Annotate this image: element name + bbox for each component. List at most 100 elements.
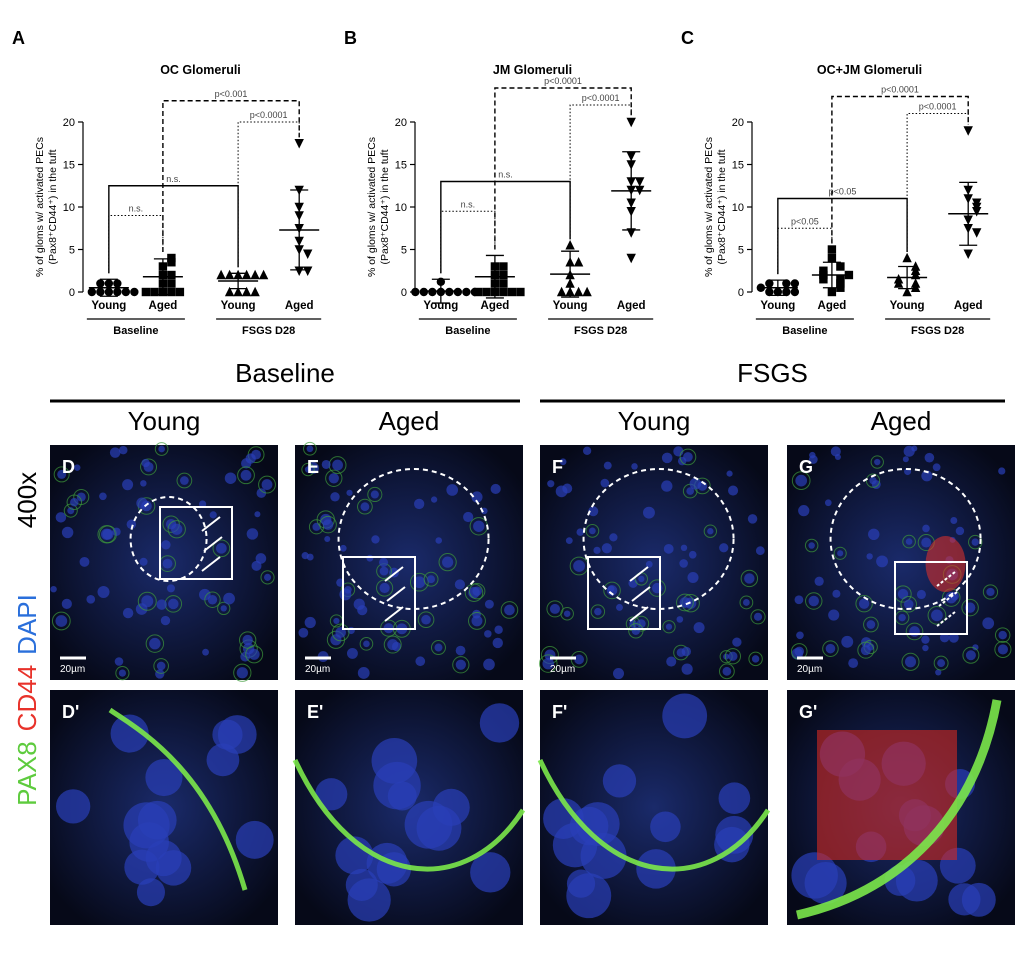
- cell-outline: [357, 498, 373, 515]
- nucleus: [866, 553, 873, 560]
- nucleus: [922, 644, 929, 652]
- nucleus: [483, 658, 495, 671]
- nucleus: [573, 560, 585, 572]
- group-label: Baseline: [782, 325, 827, 337]
- data-point: [113, 279, 122, 288]
- nucleus: [728, 651, 738, 661]
- significance-label: n.s.: [461, 199, 476, 209]
- nucleus: [689, 477, 702, 490]
- glomerulus-outline: [582, 468, 735, 610]
- nucleus: [471, 615, 483, 627]
- nucleus: [235, 820, 274, 859]
- nucleus: [379, 566, 389, 576]
- nucleus: [747, 514, 758, 524]
- nucleus: [743, 599, 750, 606]
- nucleus: [603, 461, 612, 470]
- scale-label: 20µm: [797, 664, 822, 675]
- nucleus: [209, 511, 217, 519]
- data-point: [482, 287, 491, 297]
- glomerulus-outline: [129, 496, 208, 582]
- nucleus: [427, 575, 436, 584]
- data-point: [782, 287, 791, 297]
- panel-letter: F: [552, 457, 563, 477]
- data-point: [141, 287, 151, 297]
- nucleus: [455, 659, 466, 670]
- nucleus: [346, 489, 353, 496]
- data-point: [233, 286, 243, 297]
- nucleus: [582, 446, 592, 455]
- data-point: [963, 126, 973, 136]
- nucleus: [421, 614, 431, 625]
- nucleus: [543, 798, 584, 839]
- y-tick-label: 20: [732, 117, 744, 129]
- nucleus: [141, 458, 150, 468]
- cell-outline: [724, 648, 742, 665]
- column-heading: Aged: [379, 406, 440, 436]
- data-point: [836, 279, 845, 288]
- nucleus: [404, 800, 453, 849]
- nucleus: [324, 535, 331, 542]
- nucleus: [808, 542, 815, 549]
- y-axis-label: % of gloms w/ activated PECs: [703, 137, 715, 277]
- panel-letter: E: [307, 457, 319, 477]
- nucleus: [616, 603, 623, 611]
- nucleus: [744, 573, 755, 584]
- data-point: [419, 287, 429, 297]
- cell-outline: [585, 523, 600, 538]
- data-point: [790, 287, 800, 297]
- cell-outline: [145, 634, 165, 653]
- data-point: [819, 266, 828, 275]
- nucleus: [206, 743, 240, 777]
- nucleus: [363, 640, 370, 648]
- nucleus: [576, 528, 584, 536]
- nucleus: [971, 538, 979, 546]
- nucleus: [99, 492, 107, 501]
- data-point: [121, 287, 131, 297]
- nucleus: [922, 524, 930, 533]
- y-tick-label: 20: [395, 117, 407, 129]
- significance-bracket: [440, 180, 571, 274]
- significance-label: p<0.05: [829, 187, 857, 197]
- nucleus: [370, 490, 379, 499]
- nucleus: [841, 635, 854, 648]
- nucleus: [798, 505, 810, 517]
- nucleus: [494, 625, 503, 634]
- chart-title: OC+JM Glomeruli: [817, 63, 922, 77]
- micrograph: E': [292, 690, 526, 925]
- micrograph: G': [787, 690, 1015, 925]
- data-point: [167, 270, 176, 280]
- data-point: [167, 258, 176, 267]
- nucleus: [61, 526, 74, 539]
- nucleus: [387, 639, 399, 651]
- nucleus: [955, 526, 965, 536]
- nucleus: [171, 523, 183, 535]
- data-point: [910, 278, 921, 288]
- nucleus: [921, 470, 933, 482]
- nucleus: [921, 635, 930, 644]
- significance-label: p<0.05: [791, 216, 819, 226]
- data-point: [565, 240, 575, 250]
- data-point: [250, 286, 260, 297]
- cell-outline: [359, 637, 374, 651]
- cell-outline: [137, 591, 157, 611]
- nucleus: [631, 626, 641, 635]
- cell-outline: [438, 553, 457, 572]
- nucleus: [141, 595, 154, 608]
- nucleus: [339, 588, 352, 601]
- nucleus: [904, 656, 917, 668]
- y-tick-label: 10: [395, 202, 407, 214]
- cell-outline: [968, 534, 983, 550]
- data-point: [87, 287, 97, 297]
- nucleus: [470, 852, 511, 893]
- y-tick-label: 15: [63, 160, 75, 172]
- significance-bracket: [494, 87, 632, 250]
- nucleus: [921, 537, 932, 548]
- cell-outline: [51, 611, 71, 631]
- error-bar: [290, 189, 309, 271]
- panel-letter: D: [62, 457, 75, 477]
- cd44-signal: [925, 536, 966, 592]
- cell-outline: [748, 651, 763, 667]
- cell-outline: [468, 611, 486, 630]
- cell-outline: [603, 581, 621, 600]
